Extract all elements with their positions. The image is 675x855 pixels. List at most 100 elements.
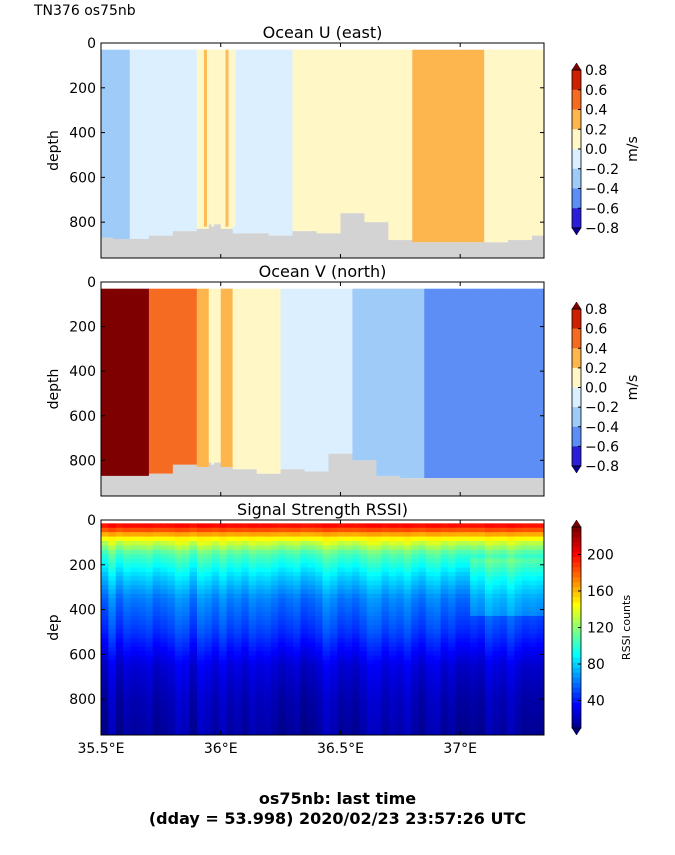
rssi-cell — [101, 642, 109, 648]
rssi-cell — [182, 699, 191, 705]
rssi-cell — [403, 664, 412, 670]
rssi-cell — [204, 712, 213, 718]
rssi-cell — [484, 629, 493, 635]
rssi-cell — [256, 589, 265, 595]
rssi-cell — [182, 695, 191, 701]
rssi-cell — [536, 682, 544, 688]
rssi-cell — [315, 668, 324, 674]
rssi-cell — [123, 620, 132, 626]
rssi-cell — [374, 629, 383, 635]
rssi-cell — [101, 673, 109, 679]
rssi-cell — [256, 730, 265, 735]
rssi-cell — [233, 717, 242, 723]
rssi-cell — [292, 607, 301, 613]
rssi-cell — [425, 712, 434, 718]
rssi-cell — [248, 642, 257, 648]
rssi-cell — [182, 637, 191, 644]
rssi-cell — [182, 629, 191, 635]
rssi-cell — [101, 690, 109, 696]
rssi-cell — [536, 673, 544, 679]
rssi-cell — [484, 624, 493, 630]
rssi-cell — [167, 576, 176, 582]
rssi-cell — [433, 726, 442, 732]
rssi-cell — [514, 651, 523, 657]
colorbar-level — [572, 109, 581, 130]
data-column — [280, 288, 306, 470]
rssi-cell — [315, 567, 324, 573]
rssi-cell — [241, 607, 250, 613]
rssi-cell — [374, 646, 383, 652]
rssi-cell — [300, 607, 309, 613]
rssi-cell — [211, 668, 220, 674]
rssi-cell — [396, 629, 405, 635]
rssi-cell — [211, 607, 220, 613]
rssi-cell — [529, 611, 538, 617]
rssi-cell — [514, 686, 523, 692]
rssi-cell — [226, 571, 235, 577]
rssi-cell — [270, 629, 279, 635]
colorbar-gradient-step — [572, 722, 581, 729]
rssi-cell — [219, 629, 228, 635]
rssi-cell — [189, 717, 198, 723]
rssi-cell — [219, 695, 228, 701]
rssi-cell — [359, 642, 368, 648]
rssi-cell — [256, 607, 265, 613]
rssi-cell — [484, 695, 493, 701]
rssi-cell — [470, 620, 479, 626]
rssi-cell — [115, 686, 124, 692]
rssi-cell — [499, 545, 508, 551]
rssi-cell — [182, 607, 191, 613]
rssi-cell — [160, 532, 169, 538]
rssi-cell — [440, 593, 449, 599]
rssi-cell — [425, 730, 434, 735]
rssi-cell — [507, 660, 516, 666]
rssi-cell — [115, 593, 124, 599]
rssi-cell — [403, 540, 412, 547]
rssi-cell — [448, 721, 456, 727]
rssi-cell — [108, 527, 117, 533]
rssi-cell — [189, 651, 198, 657]
rssi-cell — [211, 633, 220, 639]
rssi-cell — [248, 580, 257, 586]
rssi-cell — [388, 571, 397, 577]
rssi-cell — [477, 598, 486, 604]
rssi-cell — [322, 664, 331, 670]
rssi-cell — [211, 677, 220, 683]
rssi-cell — [388, 651, 397, 657]
rssi-cell — [507, 523, 516, 529]
rssi-cell — [226, 668, 235, 674]
rssi-cell — [196, 712, 205, 718]
seafloor-mask — [520, 478, 544, 496]
rssi-cell — [499, 602, 508, 608]
rssi-cell — [189, 607, 198, 613]
rssi-cell — [374, 624, 383, 630]
rssi-cell — [448, 699, 456, 705]
rssi-cell — [329, 598, 338, 604]
seafloor-mask — [460, 242, 485, 258]
rssi-cell — [425, 576, 434, 582]
rssi-cell — [233, 523, 242, 529]
rssi-cell — [337, 690, 346, 696]
rssi-cell — [101, 554, 109, 560]
rssi-cell — [115, 730, 124, 735]
rssi-cell — [381, 585, 390, 591]
rssi-cell — [108, 532, 117, 538]
rssi-cell — [196, 699, 205, 705]
rssi-cell — [233, 730, 242, 735]
rssi-cell — [329, 664, 338, 670]
rssi-cell — [366, 580, 375, 586]
rssi-cell — [322, 607, 331, 613]
rssi-cell — [270, 567, 279, 573]
rssi-cell — [492, 633, 501, 639]
rssi-cell — [130, 695, 139, 701]
rssi-cell — [433, 611, 442, 617]
rssi-cell — [418, 677, 427, 683]
rssi-cell — [307, 558, 316, 564]
rssi-cell — [388, 708, 397, 714]
rssi-cell — [322, 558, 331, 564]
seafloor-mask — [472, 478, 497, 496]
rssi-cell — [448, 624, 456, 630]
rssi-cell — [292, 721, 301, 727]
rssi-cell — [196, 664, 205, 670]
rssi-cell — [433, 615, 442, 621]
